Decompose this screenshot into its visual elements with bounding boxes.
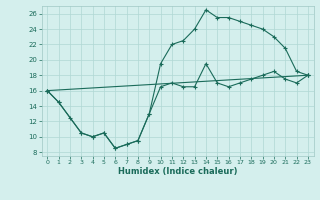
X-axis label: Humidex (Indice chaleur): Humidex (Indice chaleur) [118, 167, 237, 176]
